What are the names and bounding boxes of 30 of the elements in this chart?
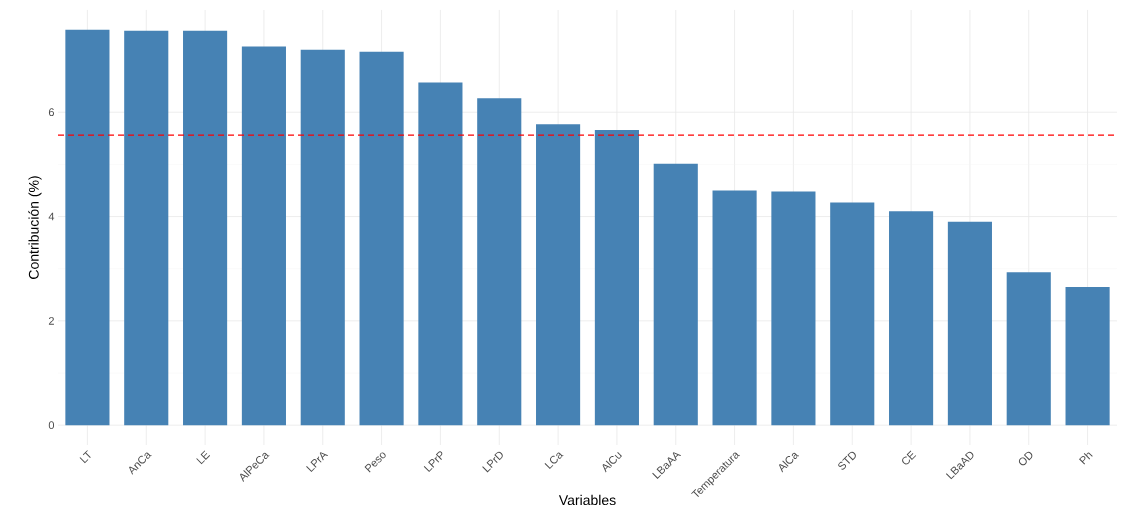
y-tick-label: 2 — [48, 317, 54, 325]
bar — [1065, 286, 1110, 426]
x-axis-title: Variables — [558, 494, 616, 506]
bar — [653, 163, 698, 426]
bar — [536, 124, 581, 426]
bar — [889, 211, 934, 426]
x-tick-label: LE — [196, 450, 211, 465]
bar — [712, 190, 757, 426]
x-tick-label: OD — [1018, 451, 1033, 466]
x-tick-label: LCa — [544, 452, 564, 470]
bar — [947, 221, 992, 426]
bar — [300, 49, 345, 426]
bar — [594, 129, 639, 426]
bar — [418, 82, 463, 426]
bar — [771, 191, 816, 426]
x-tick-label: CE — [902, 450, 917, 465]
bar — [1006, 272, 1051, 426]
bar — [830, 202, 875, 426]
y-axis-title: Contribución (%) — [28, 176, 42, 279]
x-tick-label: Ph — [1079, 452, 1093, 465]
bar — [477, 98, 522, 426]
y-tick-label: 0 — [48, 421, 55, 430]
y-tick-label: 6 — [48, 108, 54, 117]
y-tick-label: 4 — [48, 212, 55, 221]
bar — [241, 46, 286, 426]
bar — [124, 30, 169, 426]
bar — [183, 30, 228, 426]
bar — [359, 51, 404, 426]
bar — [65, 29, 110, 426]
x-tick-label: LT — [79, 450, 91, 464]
